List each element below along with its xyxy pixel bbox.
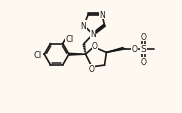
Text: O: O [141, 32, 146, 41]
Text: Cl: Cl [65, 35, 73, 44]
Text: N: N [81, 22, 86, 31]
Text: O: O [141, 57, 146, 66]
Polygon shape [69, 54, 86, 56]
Polygon shape [106, 48, 123, 53]
Text: S: S [141, 45, 146, 54]
Text: O: O [89, 64, 95, 73]
Text: N: N [99, 11, 105, 20]
Text: O: O [131, 45, 137, 54]
Text: O: O [92, 41, 98, 50]
Text: Cl: Cl [34, 50, 42, 59]
Text: N: N [90, 30, 96, 39]
